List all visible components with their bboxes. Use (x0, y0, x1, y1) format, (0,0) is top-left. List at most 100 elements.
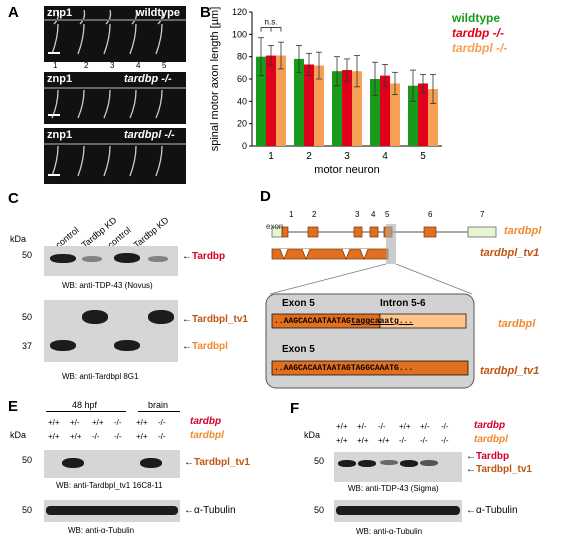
band (50, 340, 76, 351)
exon5-label-2: Exon 5 (282, 344, 315, 355)
seq2: ..AAGCACAATAATAGTAGGCAAATG... (274, 364, 414, 373)
bar-tardbp (418, 83, 428, 146)
exon-number: 7 (480, 210, 485, 219)
y-axis-label: spinal motor axon length [µm] (209, 7, 221, 152)
genotype-cell: -/- (441, 422, 449, 431)
marker-37: 37 (22, 341, 33, 351)
bar-tardbp (380, 75, 390, 146)
bar-wildtype (294, 58, 304, 146)
band (140, 458, 162, 468)
genotype-cell: -/- (420, 436, 428, 445)
y-tick-label: 80 (237, 52, 247, 62)
bar-tardbpl (314, 65, 324, 146)
intron-label: Intron 5-6 (380, 298, 426, 309)
highlight-region (386, 224, 396, 264)
genotype-cell: +/+ (378, 436, 390, 445)
axon-image (44, 143, 186, 177)
y-tick-label: 100 (232, 29, 247, 39)
genotype-cell: -/- (158, 432, 166, 441)
genotype-cell: -/- (441, 436, 449, 445)
marker-50: 50 (22, 312, 33, 322)
y-tick-label: 60 (237, 74, 247, 84)
genotype-cell: -/- (399, 436, 407, 445)
band (338, 460, 356, 467)
genotype-label: tardbp -/- (124, 73, 172, 85)
band (114, 253, 140, 263)
seq-gene-label: tardbpl (498, 318, 536, 330)
kda-label: kDa (304, 430, 321, 440)
group-label: 48 hpf (72, 400, 98, 410)
marker-50: 50 (314, 505, 325, 515)
zoom-line (395, 263, 473, 295)
axon-image (44, 9, 186, 55)
band (82, 256, 102, 262)
gene-label-tardbpl: tardbpl (504, 225, 542, 237)
genotype-cell: +/+ (92, 418, 104, 427)
genotype-cell: +/- (420, 422, 430, 431)
micrograph-tardbpl: znp1 tardbpl -/- (44, 128, 186, 184)
mn-number: 1 (53, 61, 58, 70)
wb-caption: WB: anti-Tardbpl_tv1 16C8-11 (56, 481, 163, 490)
y-tick-label: 20 (237, 119, 247, 129)
band (336, 506, 460, 515)
lane-label: Tardbp KD (131, 215, 171, 250)
bar-tardbpl (390, 83, 400, 146)
x-tick-label: 5 (420, 151, 426, 162)
panel-label-b: B (200, 4, 211, 21)
axon-length-chart: 0 20 40 60 80 100 120 spinal motor axon length … (209, 7, 507, 176)
band (358, 460, 376, 467)
exon5-label: Exon 5 (282, 298, 315, 309)
blot-tdp43-sigma (334, 452, 462, 482)
genotype-cell: -/- (114, 418, 122, 427)
bar-wildtype (408, 85, 418, 146)
target-tubulin: ←α-Tubulin (184, 505, 236, 516)
tv1-exons (271, 248, 389, 260)
band (380, 460, 398, 465)
genotype-cell: +/+ (357, 436, 369, 445)
x-axis-label: motor neuron (314, 164, 379, 176)
bar-wildtype (332, 71, 342, 146)
genotype-cell: +/+ (136, 418, 148, 427)
x-tick-label: 4 (382, 151, 388, 162)
y-tick-label: 40 (237, 96, 247, 106)
significance-label: n.s. (265, 18, 278, 27)
bar-tardbp (342, 70, 352, 146)
band (46, 506, 178, 515)
exon-3 (353, 226, 363, 238)
exon-4 (369, 226, 379, 238)
panel-label-e: E (8, 398, 19, 415)
genotype-cell: +/- (357, 422, 367, 431)
band (82, 310, 108, 324)
genotype-cell: -/- (378, 422, 386, 431)
exon-number: 3 (355, 210, 360, 219)
scale-bar (48, 174, 60, 176)
legend-item: tardbpl -/- (452, 41, 507, 55)
genotype-label: tardbpl -/- (124, 129, 175, 141)
mn-number: 3 (110, 61, 115, 70)
group-bar (46, 411, 126, 412)
exon-number: 2 (312, 210, 317, 219)
band (148, 310, 174, 324)
marker-50: 50 (314, 456, 325, 466)
panel-label-d: D (260, 188, 271, 205)
wb-caption: WB: anti-TDP-43 (Novus) (62, 281, 153, 290)
bar-wildtype (370, 79, 380, 146)
genotype-cell: +/- (70, 418, 80, 427)
gene-row-label: tardbp (190, 416, 222, 427)
wb-caption: WB: anti-TDP-43 (Sigma) (348, 484, 439, 493)
bar-wildtype (256, 56, 266, 146)
marker-50: 50 (22, 455, 33, 465)
genotype-cell: +/+ (399, 422, 411, 431)
mn-number: 2 (84, 61, 89, 70)
band (114, 340, 140, 351)
genotype-cell: +/+ (336, 436, 348, 445)
scale-bar (48, 52, 60, 54)
panel-label-a: A (8, 4, 19, 21)
group-label: brain (148, 400, 169, 410)
band (62, 458, 84, 468)
exon-number: 5 (385, 210, 390, 219)
blot-tubulin (334, 500, 462, 522)
x-tick-label: 2 (306, 151, 312, 162)
band (148, 256, 168, 262)
mn-number: 4 (136, 61, 141, 70)
